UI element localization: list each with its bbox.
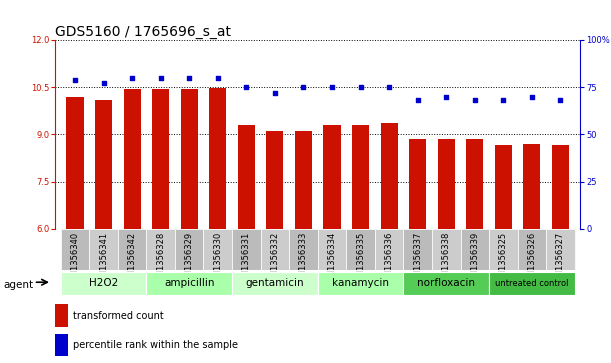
Text: GSM1356337: GSM1356337: [413, 232, 422, 289]
Bar: [95, 100, 112, 229]
Text: GSM1356327: GSM1356327: [556, 232, 565, 288]
Bar: [175, 229, 203, 270]
Text: GSM1356325: GSM1356325: [499, 232, 508, 288]
Text: transformed count: transformed count: [73, 311, 164, 321]
Text: GSM1356339: GSM1356339: [470, 232, 479, 288]
Text: untreated control: untreated control: [495, 279, 569, 287]
Bar: [232, 272, 318, 295]
Bar: [524, 144, 541, 229]
Bar: [60, 272, 147, 295]
Text: GSM1356342: GSM1356342: [128, 232, 137, 288]
Text: H2O2: H2O2: [89, 278, 118, 288]
Bar: [495, 145, 512, 229]
Point: [299, 84, 309, 90]
Bar: [489, 229, 518, 270]
Text: gentamicin: gentamicin: [246, 278, 304, 288]
Text: GSM1356326: GSM1356326: [527, 232, 536, 288]
Text: GSM1356338: GSM1356338: [442, 232, 451, 289]
Point: [384, 84, 394, 90]
Bar: [232, 229, 261, 270]
Bar: [289, 229, 318, 270]
Text: GSM1356336: GSM1356336: [384, 232, 393, 289]
Bar: [295, 131, 312, 229]
Point: [98, 81, 108, 86]
Bar: [123, 89, 141, 229]
Text: GSM1356331: GSM1356331: [242, 232, 251, 288]
Bar: [518, 229, 546, 270]
Bar: [152, 89, 169, 229]
Point: [270, 90, 280, 96]
Point: [413, 97, 423, 103]
Point: [441, 94, 451, 99]
Text: GSM1356332: GSM1356332: [271, 232, 279, 288]
Point: [356, 84, 365, 90]
Point: [156, 75, 166, 81]
Bar: [466, 139, 483, 229]
Bar: [375, 229, 403, 270]
Text: kanamycin: kanamycin: [332, 278, 389, 288]
Bar: [546, 229, 575, 270]
Text: GDS5160 / 1765696_s_at: GDS5160 / 1765696_s_at: [55, 25, 231, 39]
Text: norfloxacin: norfloxacin: [417, 278, 475, 288]
Bar: [352, 125, 369, 229]
Bar: [60, 229, 89, 270]
Bar: [89, 229, 118, 270]
Bar: [409, 139, 426, 229]
Bar: [55, 304, 68, 327]
Text: GSM1356329: GSM1356329: [185, 232, 194, 288]
Bar: [318, 272, 403, 295]
Bar: [209, 88, 226, 229]
Bar: [461, 229, 489, 270]
Point: [527, 94, 537, 99]
Bar: [67, 97, 84, 229]
Point: [555, 97, 565, 103]
Point: [327, 84, 337, 90]
Bar: [266, 131, 284, 229]
Bar: [118, 229, 147, 270]
Point: [70, 77, 80, 82]
Bar: [432, 229, 461, 270]
Bar: [147, 229, 175, 270]
Bar: [381, 123, 398, 229]
Bar: [203, 229, 232, 270]
Point: [470, 97, 480, 103]
Text: GSM1356333: GSM1356333: [299, 232, 308, 289]
Bar: [55, 334, 68, 356]
Bar: [318, 229, 346, 270]
Bar: [238, 125, 255, 229]
Text: GSM1356335: GSM1356335: [356, 232, 365, 288]
Point: [499, 97, 508, 103]
Text: agent: agent: [3, 280, 33, 290]
Point: [213, 75, 222, 81]
Text: GSM1356340: GSM1356340: [70, 232, 79, 288]
Bar: [489, 272, 575, 295]
Bar: [437, 139, 455, 229]
Bar: [261, 229, 289, 270]
Bar: [147, 272, 232, 295]
Bar: [552, 145, 569, 229]
Text: percentile rank within the sample: percentile rank within the sample: [73, 340, 238, 350]
Text: GSM1356334: GSM1356334: [327, 232, 337, 288]
Bar: [403, 229, 432, 270]
Bar: [323, 125, 340, 229]
Point: [241, 84, 251, 90]
Text: GSM1356330: GSM1356330: [213, 232, 222, 288]
Text: GSM1356328: GSM1356328: [156, 232, 165, 288]
Bar: [403, 272, 489, 295]
Text: ampicillin: ampicillin: [164, 278, 214, 288]
Point: [185, 75, 194, 81]
Text: GSM1356341: GSM1356341: [99, 232, 108, 288]
Point: [127, 75, 137, 81]
Bar: [346, 229, 375, 270]
Bar: [181, 89, 198, 229]
